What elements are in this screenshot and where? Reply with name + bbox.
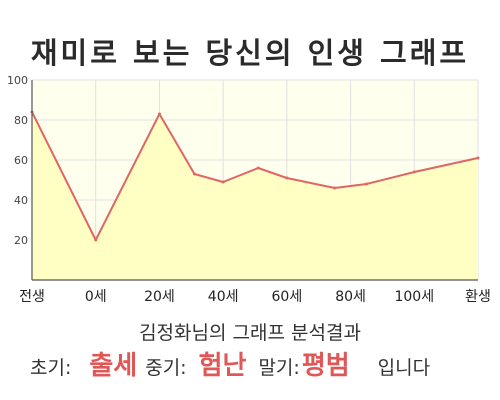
result-suffix: 입니다 xyxy=(377,357,431,379)
x-tick-label: 환생 xyxy=(465,289,491,305)
x-tick-label: 80세 xyxy=(335,289,366,305)
x-tick-label: 40세 xyxy=(208,289,239,305)
middle-value: 험난 xyxy=(198,351,247,381)
data-point xyxy=(256,166,260,170)
y-tick-label: 60 xyxy=(14,154,28,167)
analysis-result: 초기: 출세 중기: 험난 말기: 평범 입니다 xyxy=(30,345,470,382)
x-tick-label: 60세 xyxy=(272,289,303,305)
data-point xyxy=(221,180,225,184)
data-point xyxy=(476,156,480,160)
data-point xyxy=(412,170,416,174)
chart-title: 재미로 보는 당신의 인생 그래프 xyxy=(30,36,470,70)
data-point xyxy=(285,176,289,180)
data-point xyxy=(94,238,98,242)
analysis-subtitle: 김정화님의 그래프 분석결과 xyxy=(139,322,361,344)
early-value: 출세 xyxy=(89,351,138,381)
data-point xyxy=(333,186,337,190)
middle-label: 중기: xyxy=(145,357,187,379)
y-tick-label: 100 xyxy=(7,74,28,87)
data-point xyxy=(192,172,196,176)
series-area xyxy=(32,112,478,280)
late-value: 평범 xyxy=(301,351,350,381)
x-tick-label: 0세 xyxy=(85,289,107,305)
data-point xyxy=(157,112,161,116)
y-tick-label: 40 xyxy=(14,194,28,207)
x-tick-label: 전생 xyxy=(19,289,45,305)
data-point xyxy=(365,182,368,186)
early-label: 초기: xyxy=(30,357,72,379)
x-tick-label: 100세 xyxy=(394,289,434,305)
x-tick-label: 20세 xyxy=(144,289,175,305)
y-tick-label: 20 xyxy=(14,234,28,247)
late-label: 말기: xyxy=(258,357,300,379)
life-graph-chart: 20 40 60 80 100 전생 0세 20세 40세 60세 80세 100세 환생 xyxy=(7,74,491,305)
y-tick-label: 80 xyxy=(14,114,28,127)
